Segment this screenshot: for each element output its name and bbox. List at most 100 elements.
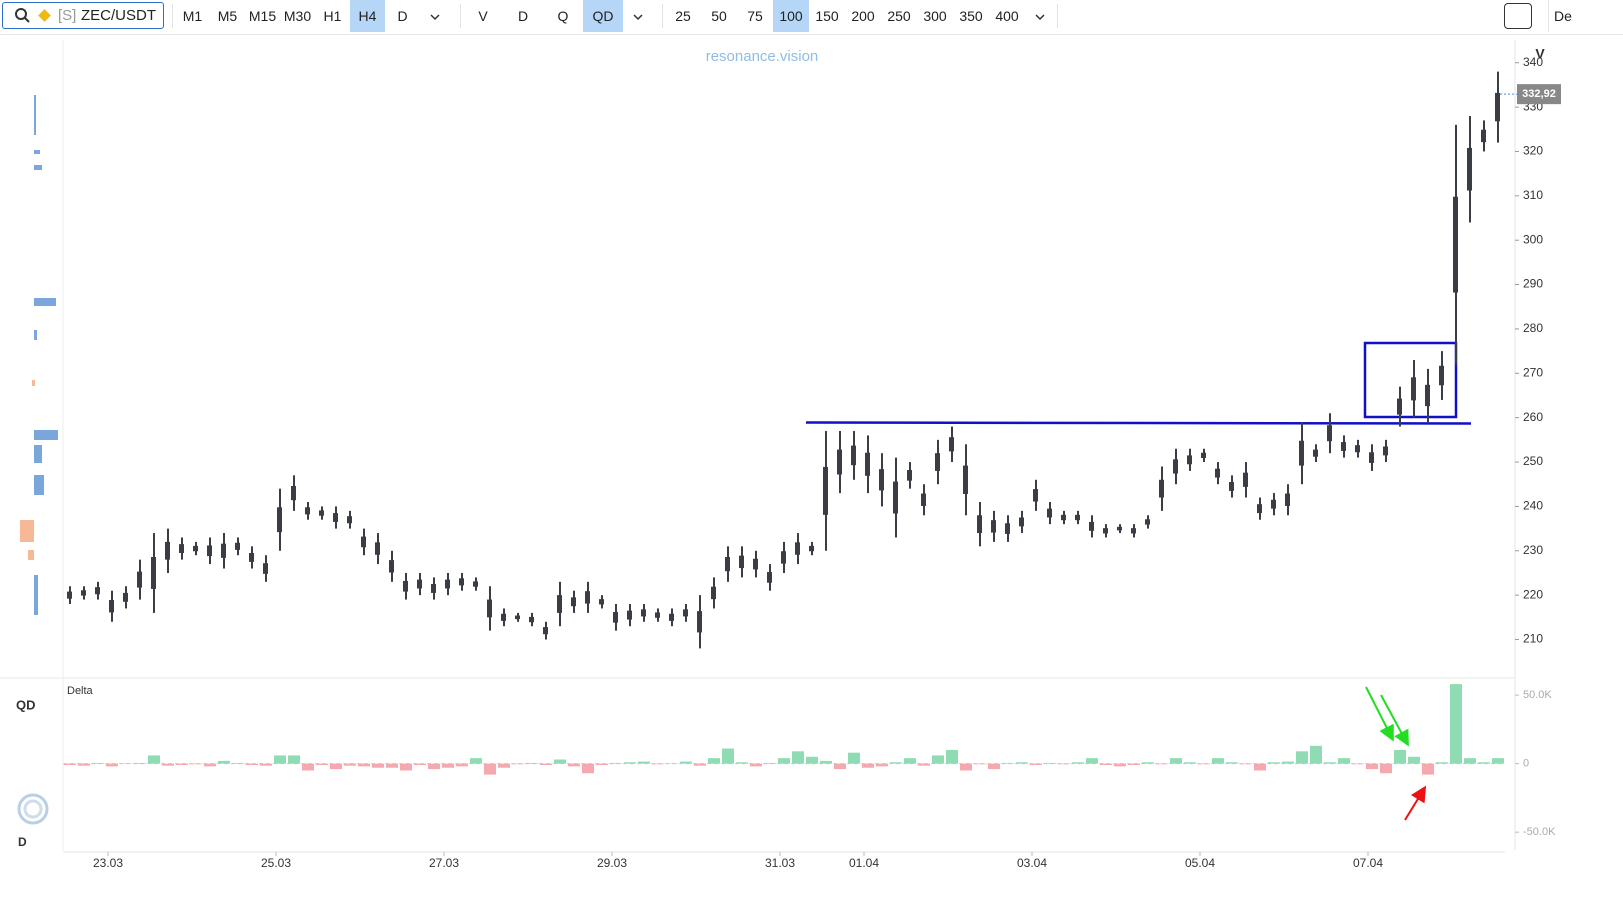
watermark: resonance.vision bbox=[706, 48, 819, 65]
price-body bbox=[1411, 377, 1416, 401]
delta-bar bbox=[1450, 684, 1462, 764]
toolbar-button[interactable]: 250 bbox=[887, 8, 911, 24]
toolbar-button[interactable]: 100 bbox=[773, 0, 809, 32]
delta-bar bbox=[736, 762, 748, 764]
delta-bar bbox=[78, 763, 90, 766]
price-body bbox=[781, 551, 786, 564]
price-body bbox=[823, 466, 828, 515]
price-body bbox=[1495, 92, 1500, 122]
delta-bar bbox=[260, 763, 272, 766]
delta-bar bbox=[344, 763, 356, 766]
price-body bbox=[221, 543, 226, 558]
delta-bar bbox=[960, 763, 972, 771]
delta-bar bbox=[820, 760, 832, 764]
toolbar-button[interactable]: H1 bbox=[323, 8, 342, 24]
y-tick-label: 230 bbox=[1523, 543, 1543, 557]
delta-bar bbox=[1198, 763, 1210, 765]
toolbar-button[interactable]: QD bbox=[583, 0, 623, 32]
symbol-search[interactable]: [S] ZEC/USDT bbox=[2, 2, 164, 29]
delta-bar bbox=[918, 763, 930, 766]
delta-bar bbox=[92, 762, 104, 764]
chevron bbox=[1035, 14, 1045, 21]
price-body bbox=[1159, 479, 1164, 498]
delta-bar bbox=[750, 763, 762, 767]
separator bbox=[460, 4, 461, 28]
price-body bbox=[935, 453, 940, 471]
delta-bar bbox=[554, 759, 566, 764]
delta-bar bbox=[232, 762, 244, 764]
count-group: 25 50 75 100 150 200 250 300 350 400 bbox=[665, 0, 1055, 32]
toolbar-button[interactable]: M5 bbox=[217, 8, 238, 24]
x-tick-label: 07.04 bbox=[1353, 856, 1383, 870]
price-body bbox=[319, 510, 324, 516]
y-tick-label: 270 bbox=[1523, 365, 1543, 379]
delta-bar bbox=[498, 763, 510, 768]
dropdown[interactable] bbox=[1025, 0, 1055, 32]
price-body bbox=[445, 579, 450, 589]
price-body bbox=[81, 590, 86, 596]
toolbar-button[interactable]: D bbox=[517, 8, 529, 24]
price-body bbox=[1243, 472, 1248, 487]
delta-bar bbox=[526, 762, 538, 764]
delta-bar bbox=[1408, 756, 1420, 764]
price-body bbox=[571, 597, 576, 607]
toolbar-button[interactable]: 300 bbox=[923, 8, 947, 24]
delta-bar bbox=[456, 763, 468, 767]
panel-label: QD bbox=[16, 697, 36, 712]
price-body bbox=[67, 591, 72, 599]
delta-bar bbox=[1464, 758, 1476, 764]
toolbar-button[interactable]: 350 bbox=[959, 8, 983, 24]
delta-bar bbox=[1170, 758, 1182, 764]
toolbar-button[interactable]: Q bbox=[557, 8, 569, 24]
price-body bbox=[529, 616, 534, 623]
delta-bar bbox=[162, 763, 174, 766]
price-body bbox=[613, 612, 618, 623]
toolbar-button[interactable]: 200 bbox=[851, 8, 875, 24]
price-body bbox=[417, 579, 422, 589]
price-body bbox=[1033, 489, 1038, 502]
x-tick-label: 01.04 bbox=[849, 856, 879, 870]
delta-bar bbox=[1478, 762, 1490, 764]
price-body bbox=[1215, 468, 1220, 478]
price-body bbox=[711, 586, 716, 600]
delta-bar bbox=[1268, 762, 1280, 764]
resistance-line bbox=[805, 421, 1472, 425]
toolbar-button[interactable]: V bbox=[478, 8, 488, 24]
arrow bbox=[1380, 694, 1409, 747]
delta-bar bbox=[1226, 762, 1238, 764]
delta-bar bbox=[106, 763, 118, 767]
toolbar-button[interactable]: 50 bbox=[711, 8, 727, 24]
toolbar-button[interactable]: 400 bbox=[995, 8, 1019, 24]
delta-bar bbox=[1212, 758, 1224, 764]
delta-bar bbox=[708, 758, 720, 764]
toolbar-button[interactable]: D bbox=[397, 8, 408, 24]
toolbar-button[interactable]: M1 bbox=[182, 8, 203, 24]
delta-bar bbox=[1366, 763, 1378, 770]
price-body bbox=[557, 595, 562, 613]
delta-bar bbox=[806, 756, 818, 764]
delta-bar bbox=[1002, 762, 1014, 764]
toolbar-button[interactable]: H4 bbox=[350, 0, 385, 32]
dropdown[interactable] bbox=[420, 0, 450, 32]
toolbar-button[interactable]: 75 bbox=[747, 8, 763, 24]
toolbar-button[interactable]: M30 bbox=[283, 8, 312, 24]
toolbar-button[interactable]: 150 bbox=[815, 8, 839, 24]
layout-button[interactable] bbox=[1504, 3, 1532, 29]
price-body bbox=[1103, 528, 1108, 534]
delta-bar bbox=[680, 761, 692, 764]
price-body bbox=[1047, 508, 1052, 518]
y-tick-label: 220 bbox=[1523, 587, 1543, 601]
toolbar-button[interactable]: 25 bbox=[675, 8, 691, 24]
delta-bar bbox=[1072, 762, 1084, 764]
delta-bar bbox=[302, 763, 314, 771]
delta-bar bbox=[1282, 761, 1294, 764]
price-body bbox=[641, 609, 646, 617]
dropdown[interactable] bbox=[623, 0, 653, 32]
delta-bar bbox=[624, 762, 636, 764]
x-tick-label: 27.03 bbox=[429, 856, 459, 870]
y-tick-label: 0 bbox=[1523, 758, 1529, 770]
price-body bbox=[431, 584, 436, 593]
toolbar-button[interactable]: M15 bbox=[248, 8, 277, 24]
menu-text[interactable]: De bbox=[1554, 8, 1572, 24]
